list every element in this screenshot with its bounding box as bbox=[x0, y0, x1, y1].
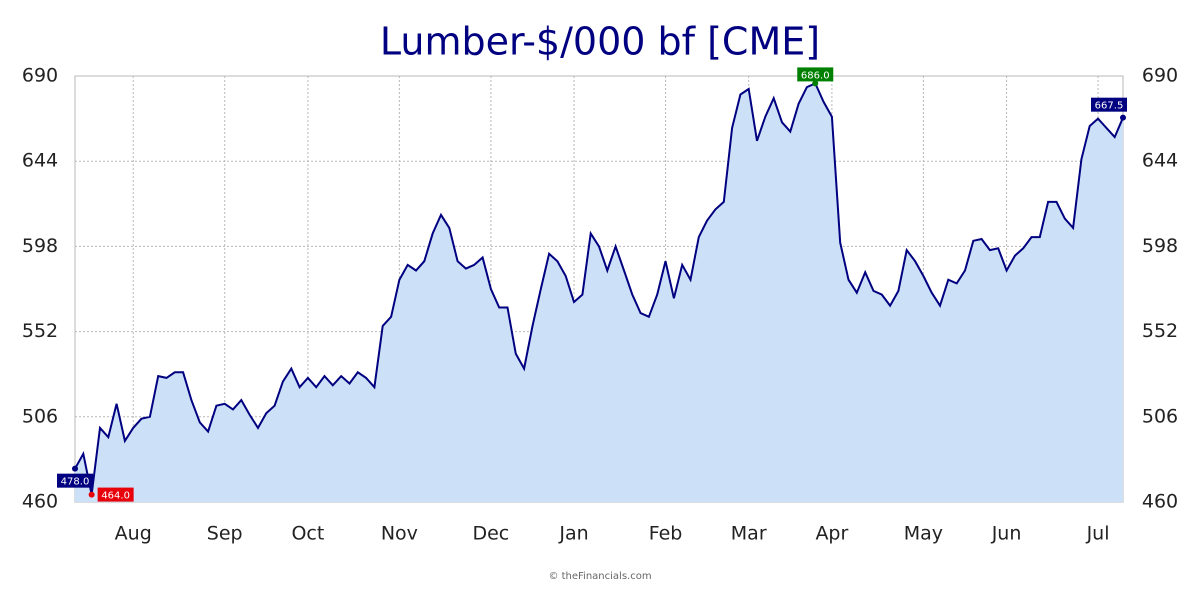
y2-tick-label: 690 bbox=[1142, 65, 1178, 87]
x-tick-label: Oct bbox=[291, 523, 324, 545]
y-tick-label: 506 bbox=[22, 405, 58, 427]
x-tick-label: Nov bbox=[381, 523, 418, 545]
value-label-box bbox=[97, 487, 134, 502]
x-tick-label: Feb bbox=[649, 523, 683, 545]
x-tick-label: May bbox=[904, 523, 943, 545]
y-tick-label: 644 bbox=[22, 150, 58, 172]
credit: © theFinancials.com bbox=[548, 571, 651, 582]
chart-title: Lumber-$/000 bf [CME] bbox=[380, 20, 820, 64]
x-tick-label: Aug bbox=[115, 523, 152, 545]
x-tick-label: Mar bbox=[731, 523, 767, 545]
y2-tick-label: 644 bbox=[1142, 150, 1178, 172]
value-label-box bbox=[57, 473, 93, 488]
y2-tick-label: 598 bbox=[1142, 235, 1178, 257]
line bbox=[74, 82, 1124, 495]
x-tick-label: Jun bbox=[991, 523, 1022, 545]
y2-tick-label: 506 bbox=[1142, 405, 1178, 427]
y-tick-label: 460 bbox=[22, 491, 58, 513]
x-tick-label: Jan bbox=[558, 523, 588, 545]
point-marker bbox=[1120, 114, 1126, 121]
x-tick-label: Dec bbox=[472, 523, 509, 545]
value-label: 686.0 bbox=[801, 70, 830, 81]
x-tick-label: Apr bbox=[815, 523, 848, 545]
x-tick-label: Jul bbox=[1086, 523, 1110, 545]
y2-tick-label: 460 bbox=[1142, 491, 1178, 513]
y-tick-label: 690 bbox=[22, 65, 58, 87]
x-tick-label: Sep bbox=[207, 523, 243, 545]
area bbox=[75, 83, 1123, 503]
y-tick-label: 598 bbox=[22, 235, 58, 257]
value-label-box bbox=[1091, 97, 1127, 112]
value-label-box bbox=[797, 67, 834, 82]
point-marker bbox=[88, 491, 95, 498]
value-label: 478.0 bbox=[61, 477, 90, 488]
y2-tick-label: 552 bbox=[1142, 320, 1178, 342]
point-marker bbox=[72, 465, 78, 472]
value-label: 464.0 bbox=[101, 491, 130, 502]
point-marker bbox=[812, 80, 819, 87]
value-label: 667.5 bbox=[1095, 101, 1124, 112]
y-tick-label: 552 bbox=[22, 320, 58, 342]
